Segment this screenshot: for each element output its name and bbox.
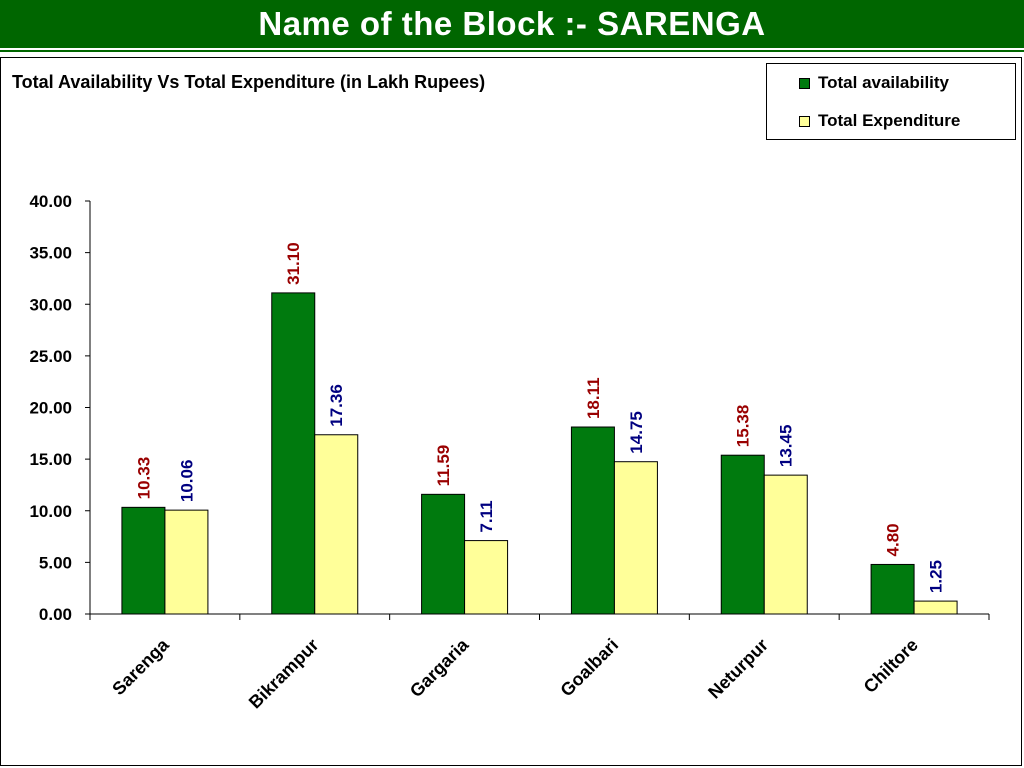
y-tick-label: 5.00 <box>39 553 72 572</box>
x-tick-label: Bikrampur <box>245 635 323 713</box>
chart-legend: Total availability Total Expenditure <box>766 63 1016 140</box>
x-tick-label: Neturpur <box>704 635 772 703</box>
data-label-expenditure: 1.25 <box>927 560 946 593</box>
bar-availability <box>570 426 615 615</box>
data-label-availability: 31.10 <box>284 242 303 285</box>
bar-availability <box>121 506 166 615</box>
legend-swatch-expenditure <box>799 115 810 127</box>
legend-label-expenditure: Total Expenditure <box>818 111 961 130</box>
x-tick-label: Goalbari <box>556 635 622 701</box>
bar-expenditure <box>464 540 509 615</box>
y-tick-label: 20.00 <box>29 399 72 418</box>
legend-item-availability: Total availability <box>799 73 949 93</box>
legend-swatch-availability <box>799 77 810 89</box>
x-tick-label: Gargaria <box>406 634 473 701</box>
data-label-availability: 15.38 <box>734 405 753 448</box>
data-label-expenditure: 7.11 <box>477 500 496 532</box>
bar-availability <box>720 454 765 615</box>
y-tick-label: 0.00 <box>39 605 72 624</box>
data-label-availability: 18.11 <box>584 377 603 419</box>
y-tick-label: 40.00 <box>29 192 72 211</box>
bar-expenditure <box>613 461 658 615</box>
bar-expenditure <box>164 509 209 615</box>
y-tick-label: 25.00 <box>29 347 72 366</box>
bar-availability <box>271 292 316 615</box>
y-tick-label: 15.00 <box>29 450 72 469</box>
page-title: Name of the Block :- SARENGA <box>258 5 766 42</box>
y-tick-label: 35.00 <box>29 244 72 263</box>
bar-expenditure <box>763 474 808 615</box>
header-bar: Name of the Block :- SARENGA <box>0 0 1024 48</box>
x-tick-label: Chiltore <box>860 635 922 697</box>
chart-frame <box>0 57 1022 766</box>
chart-title: Total Availability Vs Total Expenditure … <box>12 72 486 92</box>
data-label-expenditure: 10.06 <box>177 460 196 503</box>
data-label-expenditure: 14.75 <box>627 411 646 454</box>
x-tick-label: Sarenga <box>108 634 173 699</box>
y-tick-label: 30.00 <box>29 295 72 314</box>
bar-availability <box>421 493 466 615</box>
data-label-expenditure: 13.45 <box>777 425 796 468</box>
data-label-availability: 11.59 <box>434 445 453 487</box>
legend-label-availability: Total availability <box>818 73 950 92</box>
data-label-availability: 4.80 <box>884 523 903 556</box>
bar-expenditure <box>314 434 359 615</box>
data-label-expenditure: 17.36 <box>327 384 346 427</box>
bar-expenditure <box>913 600 958 615</box>
data-label-availability: 10.33 <box>134 457 153 500</box>
header-divider <box>0 50 1024 52</box>
bar-availability <box>870 563 915 615</box>
legend-item-expenditure: Total Expenditure <box>799 111 960 131</box>
y-tick-label: 10.00 <box>29 502 72 521</box>
